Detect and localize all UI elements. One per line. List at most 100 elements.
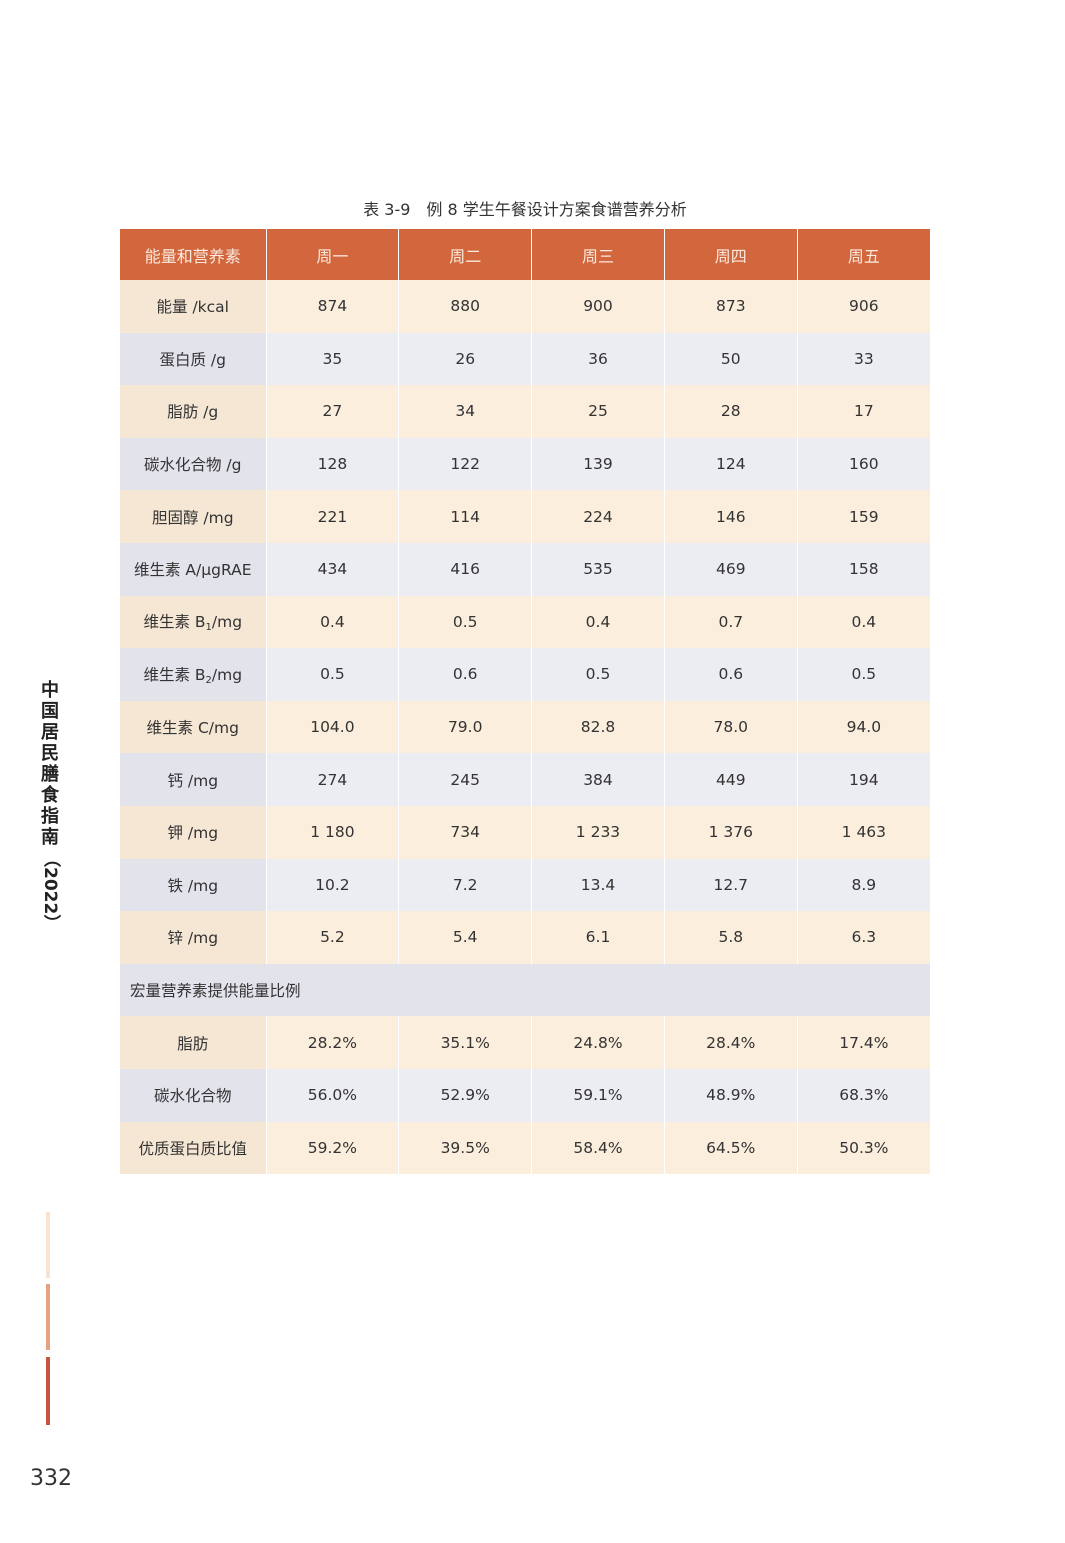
table-row: 钙 /mg 274 245 384 449 194 [120, 753, 930, 806]
table-cell: 535 [531, 542, 665, 596]
table-cell: 50 [664, 332, 798, 386]
header-tuesday: 周二 [398, 229, 533, 280]
table-cell: 36 [531, 332, 665, 386]
row-label: 碳水化合物 /g [120, 437, 267, 491]
table-cell: 17.4% [797, 1016, 930, 1069]
table-row: 优质蛋白质比值 59.2% 39.5% 58.4% 64.5% 50.3% [120, 1121, 930, 1175]
label-suffix: /mg [211, 613, 243, 632]
table-cell: 221 [266, 490, 400, 543]
table-cell: 28 [664, 385, 798, 438]
table-cell: 24.8% [531, 1016, 665, 1069]
table-cell: 194 [797, 753, 930, 806]
table-cell: 28.2% [266, 1016, 400, 1069]
table-cell: 159 [797, 490, 930, 543]
table-cell: 78.0 [664, 700, 798, 754]
row-label: 脂肪 [120, 1016, 267, 1069]
table-cell: 59.2% [266, 1121, 400, 1175]
table-cell: 469 [664, 542, 798, 596]
table-row: 维生素 B2/mg 0.5 0.6 0.5 0.6 0.5 [120, 648, 930, 701]
table-cell: 12.7 [664, 858, 798, 912]
label-subscript: 1 [205, 622, 212, 634]
table-cell: 384 [531, 753, 665, 806]
table-cell: 58.4% [531, 1121, 665, 1175]
table-cell: 94.0 [797, 700, 930, 754]
table-cell: 79.0 [398, 700, 533, 754]
table-cell: 0.4 [266, 595, 400, 649]
table-cell: 56.0% [266, 1068, 400, 1122]
label-prefix: 维生素 B [143, 665, 206, 684]
table-cell: 0.5 [531, 648, 665, 701]
side-title-char: 指 [41, 806, 59, 827]
table-cell: 7.2 [398, 858, 533, 912]
table-cell: 900 [531, 280, 665, 333]
table-row: 铁 /mg 10.2 7.2 13.4 12.7 8.9 [120, 858, 930, 912]
table-row: 维生素 B1/mg 0.4 0.5 0.4 0.7 0.4 [120, 595, 930, 649]
table-cell: 5.2 [266, 911, 400, 964]
table-row: 维生素 A/μgRAE 434 416 535 469 158 [120, 542, 930, 596]
table-row: 钾 /mg 1 180 734 1 233 1 376 1 463 [120, 805, 930, 859]
row-label: 蛋白质 /g [120, 332, 267, 386]
decorative-color-bar [46, 1284, 50, 1350]
table-cell: 13.4 [531, 858, 665, 912]
row-label: 碳水化合物 [120, 1068, 267, 1122]
table-cell: 50.3% [797, 1121, 930, 1175]
table-cell: 434 [266, 542, 400, 596]
table-cell: 158 [797, 542, 930, 596]
decorative-color-bar [46, 1357, 50, 1425]
table-cell: 880 [398, 280, 533, 333]
page-number: 332 [30, 1466, 72, 1491]
table-cell: 114 [398, 490, 533, 543]
table-cell: 245 [398, 753, 533, 806]
header-wednesday: 周三 [531, 229, 665, 280]
row-label: 能量 /kcal [120, 280, 267, 333]
macro-section-row: 宏量营养素提供能量比例 [120, 963, 930, 1017]
table-row: 蛋白质 /g 35 26 36 50 33 [120, 332, 930, 386]
side-title-char: 居 [41, 722, 59, 743]
table-cell: 734 [398, 805, 533, 859]
table-cell: 0.5 [398, 595, 533, 649]
side-title-char: 膳 [41, 764, 59, 785]
table-cell: 139 [531, 437, 665, 491]
table-row: 碳水化合物 56.0% 52.9% 59.1% 48.9% 68.3% [120, 1068, 930, 1122]
table-cell: 0.5 [266, 648, 400, 701]
table-row: 脂肪 28.2% 35.1% 24.8% 28.4% 17.4% [120, 1016, 930, 1069]
table-cell: 1 180 [266, 805, 400, 859]
label-subscript: 2 [205, 674, 212, 686]
row-label: 维生素 B2/mg [120, 648, 267, 701]
table-cell: 26 [398, 332, 533, 386]
table-cell: 48.9% [664, 1068, 798, 1122]
table-cell: 0.7 [664, 595, 798, 649]
table-cell: 0.4 [531, 595, 665, 649]
table-cell: 34 [398, 385, 533, 438]
row-label: 钾 /mg [120, 805, 267, 859]
row-label: 脂肪 /g [120, 385, 267, 438]
header-monday: 周一 [266, 229, 400, 280]
table-cell: 6.3 [797, 911, 930, 964]
row-label: 优质蛋白质比值 [120, 1121, 267, 1175]
side-book-title: 中 国 居 民 膳 食 指 南 （2022） [38, 680, 62, 931]
table-cell: 416 [398, 542, 533, 596]
table-cell: 160 [797, 437, 930, 491]
table-cell: 64.5% [664, 1121, 798, 1175]
side-title-char: 食 [41, 785, 59, 806]
header-friday: 周五 [797, 229, 930, 280]
table-cell: 224 [531, 490, 665, 543]
table-cell: 0.6 [398, 648, 533, 701]
row-label: 锌 /mg [120, 911, 267, 964]
row-label: 维生素 B1/mg [120, 595, 267, 649]
header-thursday: 周四 [664, 229, 798, 280]
table-cell: 0.5 [797, 648, 930, 701]
table-cell: 124 [664, 437, 798, 491]
table-cell: 274 [266, 753, 400, 806]
table-cell: 128 [266, 437, 400, 491]
row-label: 维生素 A/μgRAE [120, 542, 267, 596]
table-row: 胆固醇 /mg 221 114 224 146 159 [120, 490, 930, 543]
table-cell: 39.5% [398, 1121, 533, 1175]
table-cell: 122 [398, 437, 533, 491]
table-cell: 6.1 [531, 911, 665, 964]
table-row: 维生素 C/mg 104.0 79.0 82.8 78.0 94.0 [120, 700, 930, 754]
table-cell: 35.1% [398, 1016, 533, 1069]
side-title-char: 民 [41, 743, 59, 764]
table-cell: 27 [266, 385, 400, 438]
side-title-char: 国 [41, 701, 59, 722]
